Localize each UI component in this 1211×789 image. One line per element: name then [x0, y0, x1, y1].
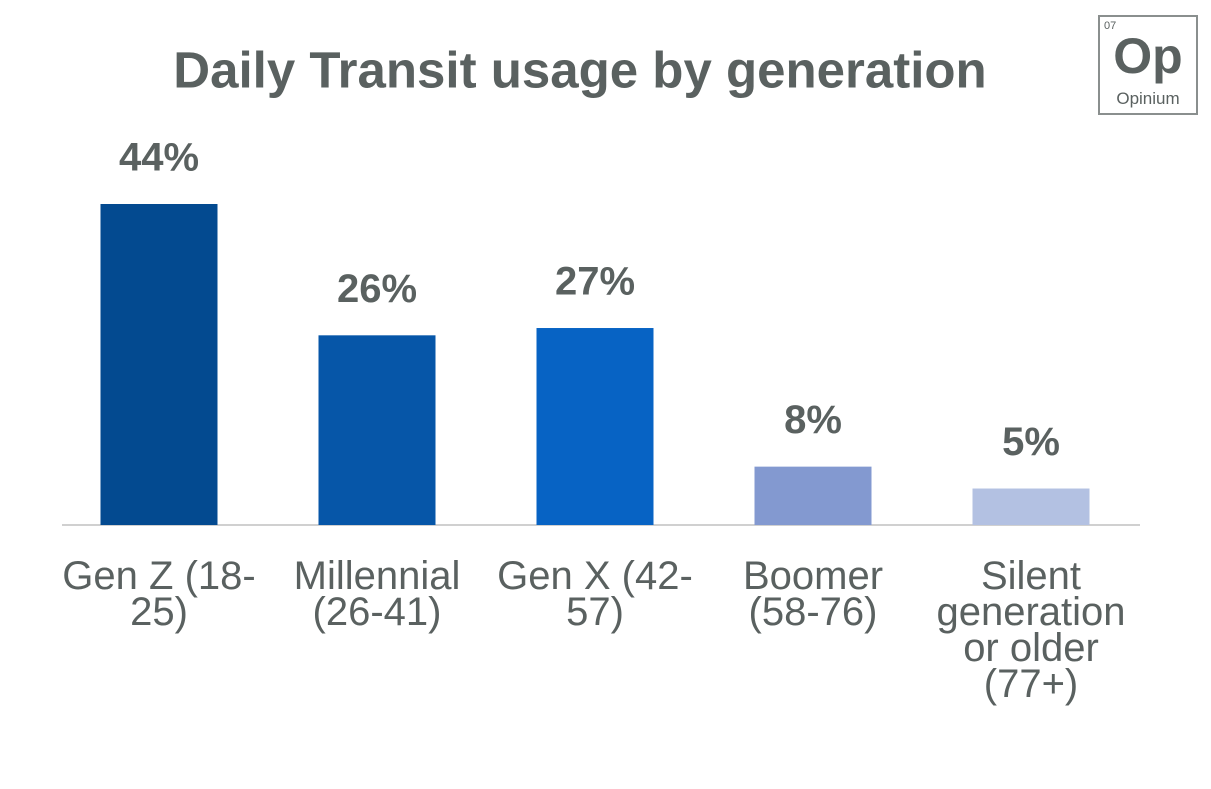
- logo-number: 07: [1104, 20, 1117, 32]
- logo: 07 Op Opinium: [1098, 15, 1198, 115]
- bar: [754, 466, 872, 525]
- bar: [100, 204, 218, 525]
- value-label: 44%: [119, 136, 199, 180]
- x-tick-label: Silent generation or older (77+): [936, 554, 1126, 706]
- bar: [536, 328, 654, 525]
- logo-symbol: Op: [1113, 28, 1183, 84]
- logo-name: Opinium: [1116, 89, 1180, 108]
- value-label: 27%: [555, 260, 635, 304]
- bar: [318, 335, 436, 525]
- x-tick-label: Gen X (42-57): [497, 554, 693, 634]
- x-tick-label: Millennial (26-41): [293, 554, 461, 634]
- value-label: 8%: [784, 398, 842, 442]
- value-label: 5%: [1002, 420, 1060, 464]
- value-label: 26%: [337, 267, 417, 311]
- x-tick-label: Gen Z (18-25): [62, 554, 256, 634]
- bar: [972, 488, 1090, 525]
- x-tick-label: Boomer (58-76): [742, 554, 884, 634]
- chart-title: Daily Transit usage by generation: [173, 41, 986, 98]
